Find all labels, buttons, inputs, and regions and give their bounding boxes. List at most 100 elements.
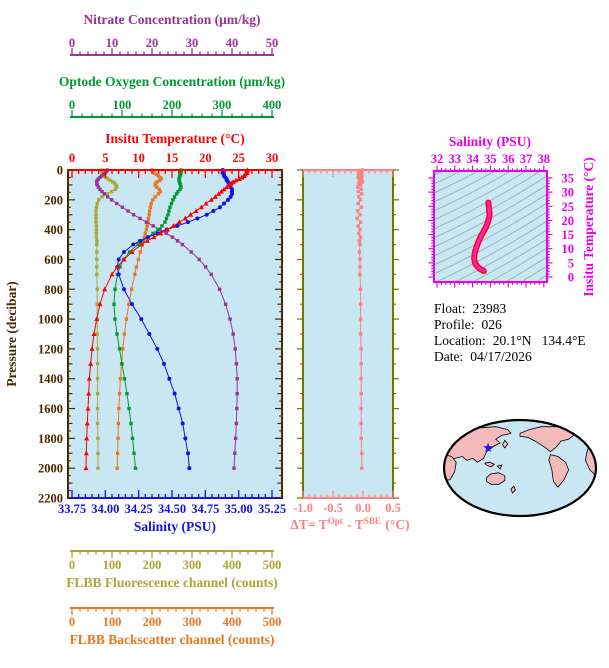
temperature-axis-title: Insitu Temperature (°C) bbox=[105, 131, 244, 146]
svg-text:20: 20 bbox=[199, 151, 212, 165]
ts-salinity-title: Salinity (PSU) bbox=[449, 134, 531, 149]
svg-text:500: 500 bbox=[263, 558, 282, 572]
svg-text:400: 400 bbox=[223, 558, 242, 572]
svg-text:35.00: 35.00 bbox=[225, 502, 253, 516]
float-location-star-icon bbox=[483, 442, 493, 452]
svg-text:30: 30 bbox=[266, 151, 279, 165]
svg-text:38: 38 bbox=[538, 152, 551, 166]
svg-text:40: 40 bbox=[226, 36, 239, 50]
svg-text:5: 5 bbox=[568, 256, 574, 270]
svg-text:0: 0 bbox=[69, 98, 75, 112]
svg-text:34.00: 34.00 bbox=[91, 502, 119, 516]
svg-text:10: 10 bbox=[562, 242, 575, 256]
float-id-line: Float: 23983 bbox=[434, 301, 507, 316]
svg-text:400: 400 bbox=[44, 223, 63, 237]
svg-text:1000: 1000 bbox=[38, 313, 63, 327]
svg-text:0.5: 0.5 bbox=[385, 501, 401, 515]
svg-text:100: 100 bbox=[103, 558, 122, 572]
svg-text:50: 50 bbox=[266, 36, 279, 50]
svg-text:1400: 1400 bbox=[38, 372, 63, 386]
svg-text:300: 300 bbox=[213, 98, 232, 112]
svg-text:5: 5 bbox=[102, 151, 108, 165]
svg-text:30: 30 bbox=[186, 36, 199, 50]
delta-t-x-axis: -1.0 -0.5 0.0 0.5 bbox=[293, 170, 401, 515]
svg-text:300: 300 bbox=[183, 615, 202, 629]
svg-text:20: 20 bbox=[146, 36, 159, 50]
ts-curve bbox=[471, 199, 493, 275]
svg-text:15: 15 bbox=[562, 228, 575, 242]
svg-text:-0.5: -0.5 bbox=[323, 501, 343, 515]
svg-text:34.25: 34.25 bbox=[125, 502, 153, 516]
svg-text:400: 400 bbox=[263, 98, 282, 112]
svg-text:100: 100 bbox=[113, 98, 132, 112]
svg-text:400: 400 bbox=[223, 615, 242, 629]
svg-text:33.75: 33.75 bbox=[58, 502, 86, 516]
svg-text:0: 0 bbox=[69, 558, 75, 572]
backscatter-scale-axis: 0 100 200 300 400 500 FLBB Backscatter channel… bbox=[69, 607, 282, 647]
pressure-profile-plot: 0200400600800100012001400160018002000220… bbox=[4, 12, 286, 647]
oxygen-scale-axis: 0 100 200 300 400 Optode Oxygen Concentration… bbox=[59, 74, 285, 118]
series-nitrate bbox=[95, 168, 239, 470]
svg-text:500: 500 bbox=[263, 615, 282, 629]
svg-text:35: 35 bbox=[484, 152, 497, 166]
svg-text:2200: 2200 bbox=[38, 492, 63, 506]
ts-temperature-title: Insitu Temperature (°C) bbox=[581, 157, 596, 296]
nitrate-axis-title: Nitrate Concentration (μm/kg) bbox=[83, 12, 260, 27]
float-info-block: Float: 23983 Profile: 026 Location: 20.1°N … bbox=[434, 301, 586, 364]
svg-text:0: 0 bbox=[69, 151, 75, 165]
svg-text:800: 800 bbox=[44, 283, 63, 297]
delta-t-axis-title: ΔT= TOpt - TSBE (°C) bbox=[290, 516, 409, 532]
svg-text:25: 25 bbox=[562, 200, 575, 214]
location-line: Location: 20.1°N 134.4°E bbox=[434, 333, 586, 348]
svg-text:33: 33 bbox=[449, 152, 462, 166]
temperature-axis: 0 5 10 15 20 25 30 Insitu Temperature (°C) bbox=[69, 131, 278, 178]
svg-text:34.50: 34.50 bbox=[158, 502, 186, 516]
pressure-axis: 0 200 400 600 800 1000 1200 1400 1600 1800 2000 220… bbox=[38, 164, 282, 506]
svg-text:200: 200 bbox=[44, 193, 63, 207]
svg-text:200: 200 bbox=[143, 558, 162, 572]
fluorescence-scale-axis: 0 100 200 300 400 500 FLBB Fluorescence channe… bbox=[66, 550, 282, 590]
delta-t-plot: -1.0 -0.5 0.0 0.5ΔT= TOpt - TSBE (°C) bbox=[290, 168, 410, 532]
svg-text:32: 32 bbox=[431, 152, 444, 166]
svg-text:-1.0: -1.0 bbox=[293, 501, 313, 515]
backscatter-axis-title: FLBB Backscatter channel (counts) bbox=[70, 632, 275, 647]
nitrate-scale-axis: 0 10 20 30 40 50 Nitrate Concentration (μm/kg) bbox=[69, 12, 279, 56]
svg-text:10: 10 bbox=[106, 36, 119, 50]
date-line: Date: 04/17/2026 bbox=[434, 349, 532, 364]
series-temperature bbox=[83, 167, 250, 471]
svg-text:2000: 2000 bbox=[38, 462, 63, 476]
svg-text:35.25: 35.25 bbox=[258, 502, 286, 516]
svg-text:0: 0 bbox=[568, 271, 574, 285]
svg-text:15: 15 bbox=[166, 151, 179, 165]
svg-text:36: 36 bbox=[502, 152, 515, 166]
svg-text:0: 0 bbox=[57, 164, 63, 178]
svg-text:10: 10 bbox=[132, 151, 145, 165]
svg-text:0: 0 bbox=[69, 36, 75, 50]
svg-text:34.75: 34.75 bbox=[191, 502, 219, 516]
svg-text:35: 35 bbox=[562, 172, 575, 186]
delta-t-pressure-ticks bbox=[297, 169, 399, 499]
svg-text:25: 25 bbox=[232, 151, 245, 165]
profile-number-line: Profile: 026 bbox=[434, 317, 502, 332]
svg-text:100: 100 bbox=[103, 615, 122, 629]
svg-text:0.0: 0.0 bbox=[355, 501, 371, 515]
svg-text:1600: 1600 bbox=[38, 402, 63, 416]
svg-text:30: 30 bbox=[562, 186, 575, 200]
svg-text:1800: 1800 bbox=[38, 432, 63, 446]
svg-text:20: 20 bbox=[562, 214, 575, 228]
world-map bbox=[442, 418, 598, 518]
svg-text:600: 600 bbox=[44, 253, 63, 267]
svg-text:200: 200 bbox=[143, 615, 162, 629]
svg-text:0: 0 bbox=[69, 615, 75, 629]
salinity-axis: 33.75 34.00 34.25 34.50 34.75 35.00 35.25 Salin… bbox=[58, 490, 286, 534]
pressure-axis-title: Pressure (decibar) bbox=[4, 281, 19, 387]
svg-text:1200: 1200 bbox=[38, 342, 63, 356]
salinity-axis-title: Salinity (PSU) bbox=[134, 519, 216, 534]
fluorescence-axis-title: FLBB Fluorescence channel (counts) bbox=[66, 575, 278, 590]
svg-text:34: 34 bbox=[466, 152, 479, 166]
svg-text:300: 300 bbox=[183, 558, 202, 572]
